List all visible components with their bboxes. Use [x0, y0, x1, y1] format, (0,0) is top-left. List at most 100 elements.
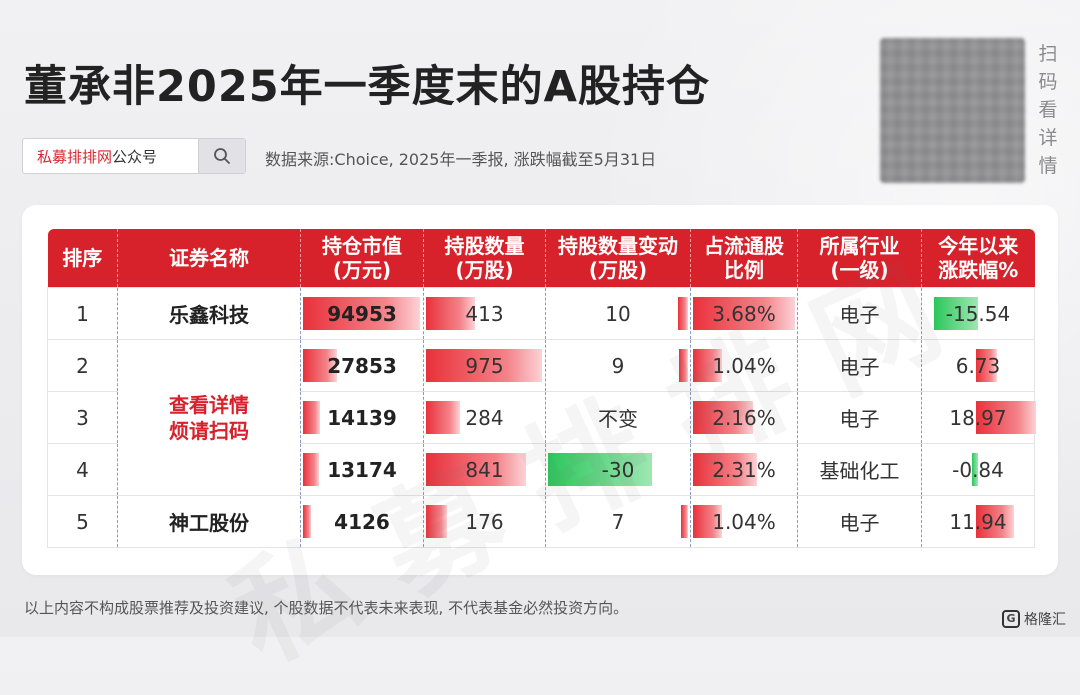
value-bar — [972, 453, 978, 486]
float-ratio-cell: 3.68% — [690, 287, 798, 340]
value-bar — [976, 349, 997, 382]
ytd-change-cell-text: 11.94 — [949, 509, 1007, 534]
header-ytd-change: 今年以来 涨跌幅% — [921, 229, 1035, 288]
search-button[interactable] — [198, 139, 245, 173]
value-bar — [426, 297, 475, 330]
header-industry: 所属行业 (一级) — [797, 229, 922, 288]
disclaimer: 以上内容不构成股票推荐及投资建议, 个股数据不代表未来表现, 不代表基金必然投资… — [24, 599, 629, 617]
share-change-cell-text: 9 — [611, 353, 625, 378]
locked-name-cell[interactable]: 查看详情 烦请扫码 — [117, 339, 301, 496]
value-bar — [679, 349, 688, 382]
holdings-card: 排序 证券名称 持仓市值 (万元) 持股数量 (万股) 持股数量变动 (万股) 占流通… — [22, 205, 1058, 575]
rank-cell-text: 3 — [76, 405, 89, 430]
industry-cell-text: 电子 — [839, 355, 880, 379]
industry-cell: 电子 — [797, 287, 922, 340]
float-ratio-cell-text: 2.16% — [712, 405, 776, 430]
rank-cell: 5 — [47, 495, 118, 548]
market-value-cell: 94953 — [300, 287, 424, 340]
market-value-cell-text: 4126 — [334, 509, 390, 534]
industry-cell-text: 基础化工 — [819, 459, 900, 483]
value-bar — [426, 505, 447, 538]
locked-name-cell-text: 查看详情 烦请扫码 — [169, 392, 249, 443]
search-box[interactable]: 私募排排网 公众号 — [22, 138, 246, 174]
industry-cell: 电子 — [797, 339, 922, 392]
float-ratio-cell-text: 1.04% — [712, 353, 776, 378]
ytd-change-cell-text: 18.97 — [949, 405, 1007, 430]
value-bar — [548, 453, 652, 486]
float-ratio-cell: 1.04% — [690, 495, 798, 548]
rank-cell: 4 — [47, 443, 118, 496]
industry-cell-text: 电子 — [839, 303, 880, 327]
value-bar — [303, 297, 420, 330]
shares-cell: 176 — [423, 495, 546, 548]
value-bar — [303, 349, 337, 382]
value-bar — [303, 453, 319, 486]
value-bar — [976, 505, 1014, 538]
holdings-table: 排序 证券名称 持仓市值 (万元) 持股数量 (万股) 持股数量变动 (万股) 占流通… — [47, 229, 1036, 548]
float-ratio-cell: 2.31% — [690, 443, 798, 496]
value-bar — [681, 505, 688, 538]
header-market-value: 持仓市值 (万元) — [300, 229, 424, 288]
data-source-note: 数据来源:Choice, 2025年一季报, 涨跌幅截至5月31日 — [265, 150, 657, 169]
share-change-cell-text: 不变 — [598, 407, 638, 431]
ytd-change-cell-text: -0.84 — [952, 457, 1004, 482]
value-bar — [678, 297, 688, 330]
market-value-cell: 4126 — [300, 495, 424, 548]
market-value-cell-text: 13174 — [327, 457, 397, 482]
shares-cell-text: 176 — [465, 509, 504, 534]
market-value-cell-text: 14139 — [327, 405, 397, 430]
value-bar — [976, 401, 1036, 434]
logo-mark-icon: G — [1002, 610, 1020, 628]
share-change-cell-text: -30 — [601, 457, 635, 482]
shares-cell: 284 — [423, 391, 546, 444]
ytd-change-cell-text: 6.73 — [955, 353, 1001, 378]
shares-cell: 841 — [423, 443, 546, 496]
name-cell-text: 神工股份 — [169, 511, 249, 535]
shares-cell-text: 975 — [465, 353, 504, 378]
float-ratio-cell-text: 3.68% — [712, 301, 776, 326]
value-bar — [693, 297, 795, 330]
name-cell: 乐鑫科技 — [117, 287, 301, 340]
qr-caption: 扫码看详情 — [1038, 43, 1058, 177]
value-bar — [303, 505, 311, 538]
market-value-cell: 27853 — [300, 339, 424, 392]
industry-cell-text: 电子 — [839, 511, 880, 535]
industry-cell: 电子 — [797, 391, 922, 444]
value-bar — [693, 349, 722, 382]
rank-cell-text: 4 — [76, 457, 89, 482]
share-change-cell: 不变 — [545, 391, 691, 444]
ytd-change-cell: -15.54 — [921, 287, 1035, 340]
page-title: 董承非2025年一季度末的A股持仓 — [24, 62, 710, 112]
logo-text: 格隆汇 — [1024, 612, 1066, 628]
shares-cell: 413 — [423, 287, 546, 340]
value-bar — [426, 401, 460, 434]
ytd-change-cell-text: -15.54 — [945, 301, 1011, 326]
market-value-cell-text: 27853 — [327, 353, 397, 378]
qr-code[interactable] — [880, 38, 1025, 183]
ytd-change-cell: -0.84 — [921, 443, 1035, 496]
value-bar — [934, 297, 978, 330]
rank-cell-text: 5 — [76, 509, 89, 534]
ytd-change-cell: 11.94 — [921, 495, 1035, 548]
header-share-change: 持股数量变动 (万股) — [545, 229, 691, 288]
table-row: 4 13174 841 -30 2.31% 基础化工 -0.84 — [47, 443, 1035, 496]
search-brand: 私募排排网 — [37, 147, 113, 166]
market-value-cell-text: 94953 — [327, 301, 397, 326]
value-bar — [693, 401, 753, 434]
value-bar — [303, 401, 320, 434]
table-header-row: 排序 证券名称 持仓市值 (万元) 持股数量 (万股) 持股数量变动 (万股) 占流通… — [47, 229, 1035, 288]
search-icon — [214, 148, 230, 164]
search-text[interactable]: 私募排排网 公众号 — [23, 139, 198, 173]
share-change-cell: 9 — [545, 339, 691, 392]
search-suffix: 公众号 — [112, 147, 158, 166]
value-bar — [693, 453, 757, 486]
float-ratio-cell-text: 2.31% — [712, 457, 776, 482]
name-cell-text: 乐鑫科技 — [169, 303, 249, 327]
table-body: 1 乐鑫科技 94953 413 10 3.68% 电子 -15.54 2 查看详情 烦请扫码 27… — [47, 287, 1036, 548]
market-value-cell: 13174 — [300, 443, 424, 496]
float-ratio-cell-text: 1.04% — [712, 509, 776, 534]
rank-cell-text: 2 — [76, 353, 89, 378]
source-logo: G 格隆汇 — [1002, 609, 1066, 629]
header-shares: 持股数量 (万股) — [423, 229, 546, 288]
share-change-cell: 10 — [545, 287, 691, 340]
